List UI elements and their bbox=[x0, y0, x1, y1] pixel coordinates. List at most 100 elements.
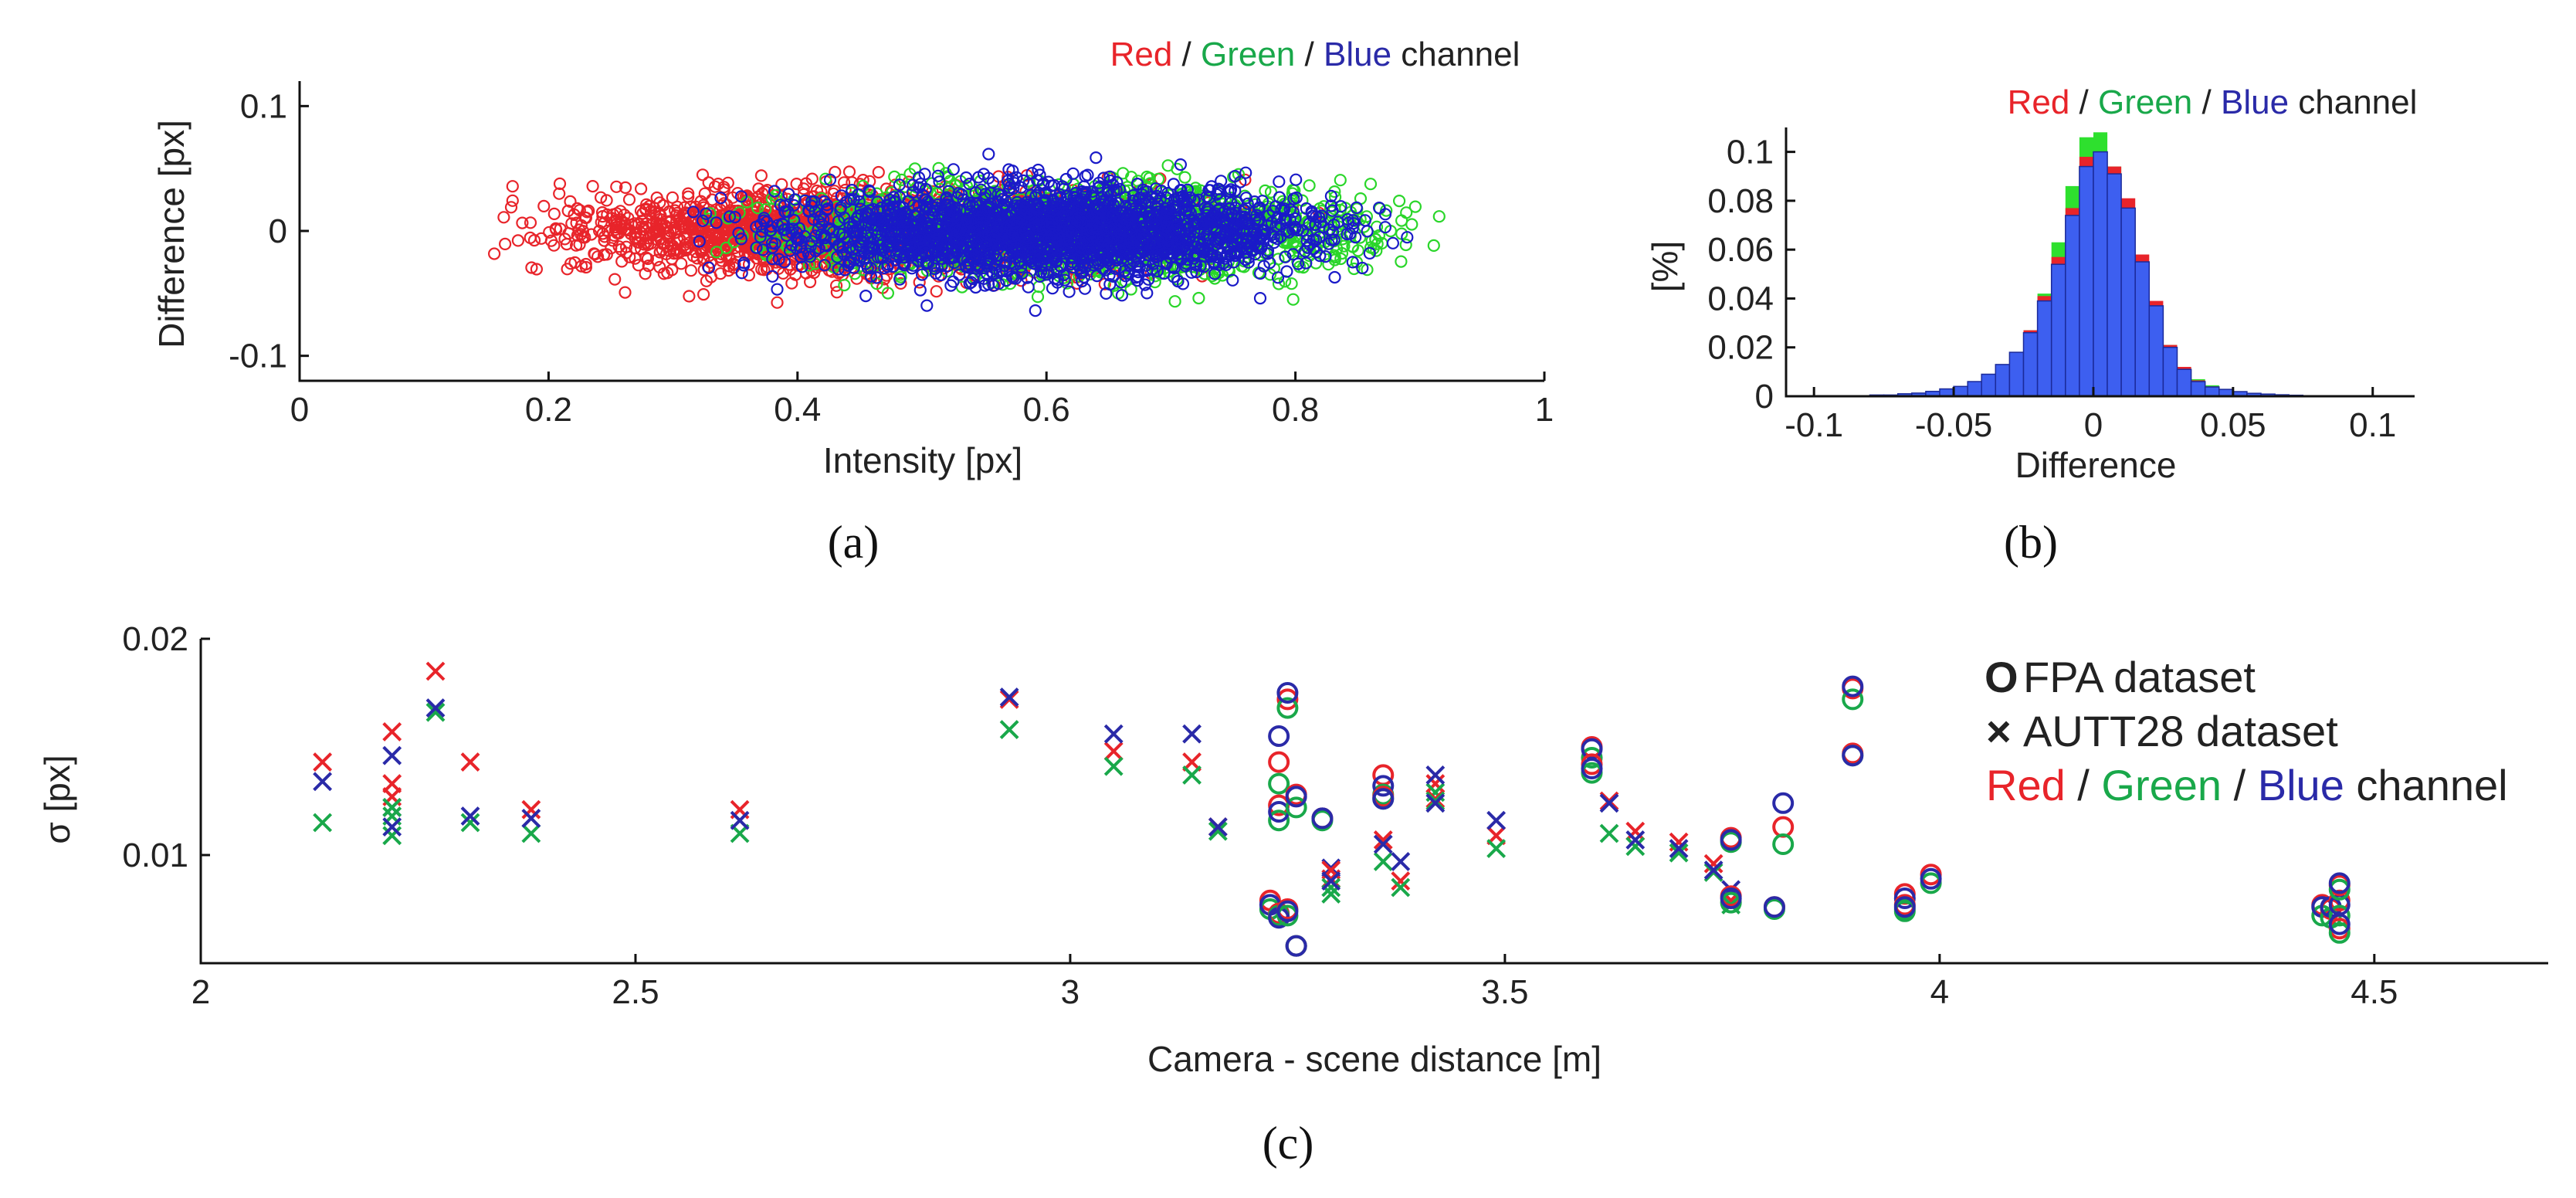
scatter-point-green bbox=[1334, 252, 1347, 266]
scatter-point-red bbox=[708, 180, 722, 193]
scatter-point-red bbox=[600, 248, 613, 261]
scatter-point-green bbox=[1364, 178, 1378, 191]
scatter-point-green bbox=[1432, 210, 1446, 223]
scatter-point-red bbox=[632, 259, 646, 272]
title-rest: channel bbox=[1391, 36, 1520, 73]
scatter-point-red bbox=[561, 204, 575, 218]
scatter-point-red bbox=[608, 273, 622, 286]
scatter-point-blue bbox=[1363, 246, 1376, 260]
scatter-point-red bbox=[506, 180, 519, 193]
scatter-point-red bbox=[650, 229, 663, 242]
scatter-point-red bbox=[790, 178, 803, 191]
scatter-point-red bbox=[697, 288, 710, 301]
scatter-point-red bbox=[702, 176, 715, 189]
scatter-point-green bbox=[1286, 293, 1300, 306]
scatter-point-red bbox=[543, 226, 556, 239]
scatter-point-green bbox=[1347, 262, 1361, 276]
scatter-point-green bbox=[1168, 295, 1181, 308]
scatter-point-green bbox=[703, 207, 717, 220]
scatter-point-blue bbox=[1015, 260, 1028, 273]
scatter-point-red bbox=[594, 191, 608, 204]
scatter-point-red bbox=[586, 180, 599, 193]
scatter-point-red bbox=[498, 237, 512, 250]
scatter-point-red bbox=[754, 169, 768, 182]
scatter-point-green bbox=[1395, 255, 1408, 268]
scatter-point-red bbox=[619, 181, 632, 194]
scatter-point-green bbox=[1285, 277, 1298, 290]
scatter-point-green bbox=[1405, 218, 1418, 231]
scatter-point-blue bbox=[1313, 249, 1327, 263]
scatter-point-red bbox=[588, 247, 601, 260]
scatter-point-red bbox=[610, 180, 623, 193]
scatter-point-blue bbox=[1037, 266, 1050, 280]
scatter-point-red bbox=[525, 261, 538, 274]
scatter-point-green bbox=[1032, 280, 1046, 294]
scatter-point-blue bbox=[1279, 250, 1292, 263]
scatter-point-red bbox=[569, 239, 583, 252]
panel-a: Red / Green / Blue channel 0 0.2 0.4 0.6 0.8… bbox=[151, 36, 1554, 568]
scatter-point-blue bbox=[987, 279, 1000, 292]
scatter-point-green bbox=[1337, 239, 1351, 253]
scatter-point-red bbox=[547, 207, 561, 220]
scatter-point-blue bbox=[1115, 289, 1129, 302]
scatter-point-blue bbox=[1181, 183, 1195, 196]
scatter-point-blue bbox=[913, 283, 927, 297]
scatter-point-green bbox=[1031, 290, 1045, 304]
scatter-point-red bbox=[791, 259, 804, 272]
scatter-point-red bbox=[690, 252, 703, 265]
scatter-point-red bbox=[629, 242, 642, 255]
scatter-point-green bbox=[819, 172, 832, 185]
scatter-point-green bbox=[1399, 238, 1412, 252]
scatter-point-red bbox=[605, 242, 618, 255]
scatter-point-red bbox=[696, 168, 710, 182]
scatter-point-red bbox=[564, 195, 577, 208]
scatter-point-green bbox=[1327, 249, 1341, 262]
scatter-point-red bbox=[636, 207, 649, 220]
scatter-point-green bbox=[1192, 291, 1205, 305]
scatter-point-green bbox=[1400, 206, 1413, 219]
scatter-point-blue bbox=[852, 195, 866, 209]
scatter-point-green bbox=[838, 279, 851, 292]
scatter-point-green bbox=[1141, 170, 1154, 184]
scatter-point-red bbox=[530, 263, 544, 276]
scatter-point-red bbox=[516, 216, 529, 229]
scatter-point-red bbox=[560, 238, 574, 251]
scatter-point-blue bbox=[1097, 171, 1110, 185]
scatter-point-blue bbox=[771, 283, 784, 296]
scatter-point-red bbox=[634, 182, 648, 195]
scatter-point-red bbox=[561, 263, 574, 276]
scatter-point-red bbox=[487, 247, 501, 260]
scatter-point-blue bbox=[960, 171, 973, 185]
scatter-point-blue bbox=[754, 230, 767, 243]
scatter-point-green bbox=[721, 212, 734, 225]
scatter-point-red bbox=[665, 253, 679, 266]
scatter-point-green bbox=[1395, 214, 1408, 227]
scatter-point-green bbox=[1303, 179, 1316, 192]
scatter-point-red bbox=[558, 232, 571, 246]
scatter-point-red bbox=[662, 226, 675, 239]
scatter-point-blue bbox=[935, 260, 948, 273]
scatter-point-red bbox=[641, 252, 655, 266]
scatter-point-blue bbox=[1127, 194, 1140, 208]
scatter-point-red bbox=[799, 266, 813, 280]
scatter-point-red bbox=[771, 296, 784, 309]
scatter-point-green bbox=[1124, 283, 1137, 296]
scatter-point-green bbox=[888, 170, 901, 183]
scatter-point-red bbox=[554, 222, 567, 236]
scatter-point-red bbox=[622, 223, 636, 236]
scatter-point-green bbox=[1322, 258, 1335, 271]
scatter-point-green bbox=[1161, 159, 1174, 172]
scatter-point-red bbox=[553, 177, 567, 190]
scatter-point-red bbox=[591, 250, 605, 263]
scatter-point-red bbox=[872, 165, 885, 179]
scatter-point-red bbox=[726, 191, 740, 204]
scatter-point-red bbox=[615, 255, 629, 268]
scatter-point-red bbox=[682, 219, 695, 232]
scatter-point-red bbox=[639, 267, 652, 280]
scatter-point-red bbox=[619, 286, 632, 299]
scatter-point-green bbox=[881, 287, 895, 300]
scatter-point-red bbox=[656, 237, 669, 250]
scatter-point-blue bbox=[686, 205, 700, 219]
scatter-point-red bbox=[578, 211, 591, 224]
scatter-point-blue bbox=[1378, 221, 1392, 234]
